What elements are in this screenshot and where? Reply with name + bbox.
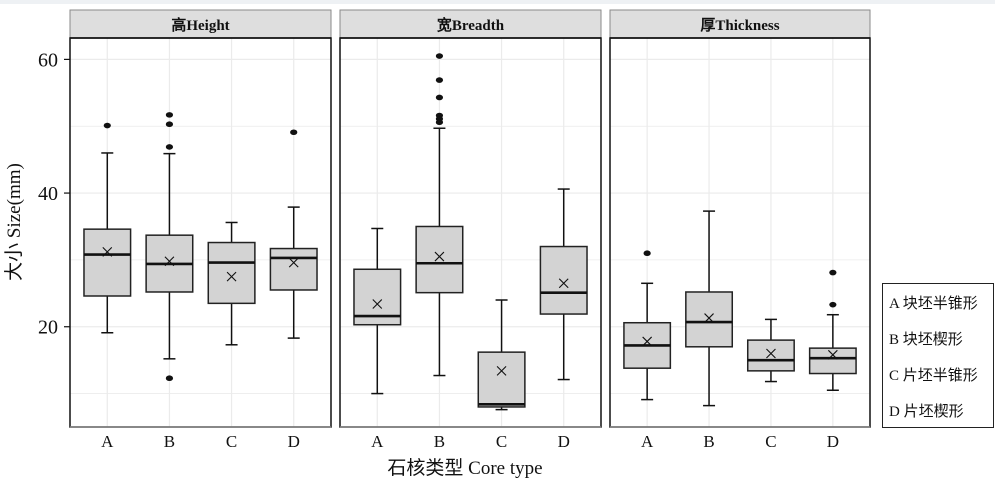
outlier-point — [165, 121, 174, 128]
outlier-point — [165, 375, 174, 382]
legend-item-a: A 块坯半锥形 — [889, 296, 978, 312]
panels: 高Height A B C D 宽Breadth A B C D 厚Thickness A B C D — [69, 9, 871, 451]
outlier-point — [829, 301, 837, 308]
outlier-point — [643, 250, 651, 257]
box-iqr — [415, 225, 464, 294]
mean-marker — [288, 257, 299, 268]
box-iqr — [539, 245, 588, 315]
y-tick-label: 40 — [38, 183, 58, 205]
mean-marker — [434, 251, 445, 262]
mean-marker — [827, 349, 838, 360]
box-B — [685, 210, 734, 407]
box-A — [623, 250, 672, 401]
x-tick-label: A — [371, 432, 384, 451]
box-D — [539, 188, 588, 381]
strip-background — [339, 9, 602, 39]
outlier-point — [435, 94, 444, 101]
legend-item-c: C 片坯半锥形 — [889, 368, 978, 384]
outlier-point — [435, 77, 444, 83]
x-tick-label: C — [765, 432, 776, 451]
outlier-point — [290, 129, 298, 136]
box-B — [415, 53, 464, 377]
box-C — [477, 299, 526, 411]
strip-title: 高Height — [171, 16, 229, 34]
mean-marker — [704, 313, 714, 323]
mean-marker — [372, 299, 383, 309]
x-tick-label: A — [101, 432, 114, 451]
box-B — [145, 112, 194, 382]
strip-title: 厚Thickness — [700, 17, 779, 34]
box-C — [207, 221, 256, 346]
panel-2: 宽Breadth A B C D — [339, 9, 602, 451]
box-iqr — [269, 247, 318, 291]
x-tick-label: D — [558, 432, 570, 451]
x-tick-label: B — [434, 432, 445, 451]
box-D — [269, 129, 318, 339]
panel-1: 高Height A B C D — [69, 9, 332, 451]
mean-marker — [642, 336, 653, 347]
plot-background — [340, 38, 601, 427]
box-A — [83, 122, 132, 334]
x-tick-label: C — [496, 432, 507, 451]
outlier-point — [435, 53, 444, 59]
top-band — [0, 0, 995, 4]
strip-background — [609, 9, 871, 39]
legend-item-d: D 片坯楔形 — [889, 404, 964, 420]
x-tick-label: A — [641, 432, 654, 451]
x-tick-label: B — [703, 432, 714, 451]
legend: A 块坯半锥形 B 块坯楔形 C 片坯半锥形 D 片坯楔形 — [882, 283, 994, 428]
mean-marker — [102, 246, 113, 257]
x-axis-title: 石核类型 Core type — [387, 457, 542, 479]
outlier-point — [829, 269, 837, 276]
x-tick-label: D — [827, 432, 839, 451]
mean-marker — [496, 365, 507, 376]
box-iqr — [477, 351, 526, 408]
legend-item-b: B 块坯楔形 — [889, 332, 963, 348]
y-tick-label: 60 — [38, 49, 58, 71]
mean-marker — [164, 256, 175, 267]
box-iqr — [746, 339, 795, 372]
mean-marker — [226, 271, 237, 282]
x-tick-label: B — [164, 432, 175, 451]
outlier-point — [435, 119, 444, 126]
outlier-point — [165, 144, 174, 150]
y-tick-label: 20 — [38, 317, 58, 339]
x-tick-label: C — [226, 432, 237, 451]
box-A — [353, 227, 402, 395]
box-D — [808, 269, 857, 391]
box-C — [746, 318, 795, 383]
box-iqr — [83, 228, 132, 297]
y-axis-title: 大小 Size(mm) — [3, 163, 25, 281]
box-iqr — [808, 347, 857, 375]
strip-title: 宽Breadth — [436, 16, 505, 34]
box-iqr — [207, 241, 256, 305]
x-tick-label: D — [288, 432, 300, 451]
y-axis: 20 40 60 — [38, 49, 70, 339]
outlier-point — [103, 122, 111, 129]
mean-marker — [558, 278, 569, 289]
box-iqr — [685, 291, 734, 348]
mean-marker — [766, 348, 776, 359]
outlier-point — [165, 112, 174, 118]
panel-3: 厚Thickness A B C D — [609, 9, 871, 451]
